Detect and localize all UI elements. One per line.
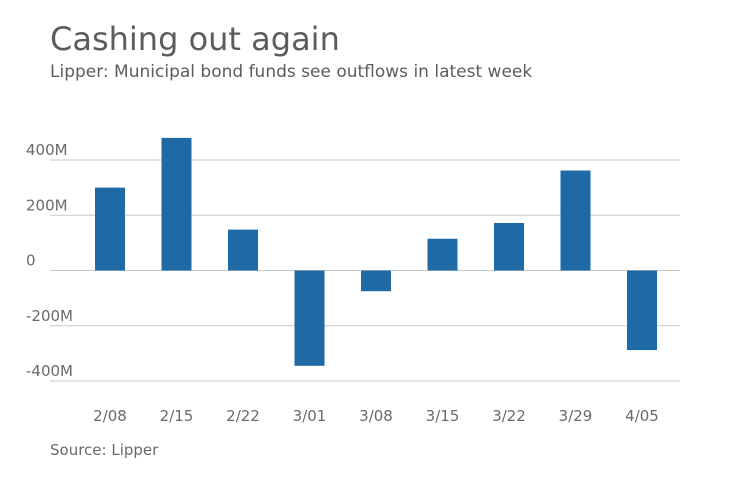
chart-title: Cashing out again <box>50 20 340 58</box>
y-tick-label: -400M <box>26 362 73 380</box>
bar-3-08 <box>361 270 391 292</box>
chart-subtitle: Lipper: Municipal bond funds see outflow… <box>50 62 533 82</box>
x-axis-ticks: 2/08 2/15 2/22 3/01 3/08 3/15 3/22 3/29 4/05 <box>93 407 659 425</box>
x-tick-label: 2/22 <box>226 407 260 425</box>
x-tick-label: 4/05 <box>625 407 659 425</box>
bar-3-29 <box>560 170 591 271</box>
y-axis-ticks: 400M 200M 0 -200M -400M <box>26 141 73 380</box>
y-tick-label: 200M <box>26 196 68 214</box>
x-tick-label: 2/15 <box>160 407 194 425</box>
y-tick-label: 0 <box>26 252 36 270</box>
y-tick-label: -200M <box>26 307 73 325</box>
x-tick-label: 3/29 <box>559 407 593 425</box>
x-tick-label: 2/08 <box>93 407 127 425</box>
bar-3-01 <box>294 270 325 366</box>
x-tick-label: 3/01 <box>293 407 327 425</box>
y-tick-label: 400M <box>26 141 68 159</box>
bar-3-15 <box>427 238 458 271</box>
bar-2-22 <box>228 229 258 271</box>
source-note: Source: Lipper <box>50 441 159 459</box>
x-tick-label: 3/22 <box>492 407 526 425</box>
bar-4-05 <box>627 270 657 351</box>
bar-2-15 <box>161 137 192 271</box>
x-tick-label: 3/15 <box>426 407 460 425</box>
x-tick-label: 3/08 <box>359 407 393 425</box>
bar-2-08 <box>95 187 125 271</box>
bar-3-22 <box>494 222 524 271</box>
bars <box>95 137 657 366</box>
